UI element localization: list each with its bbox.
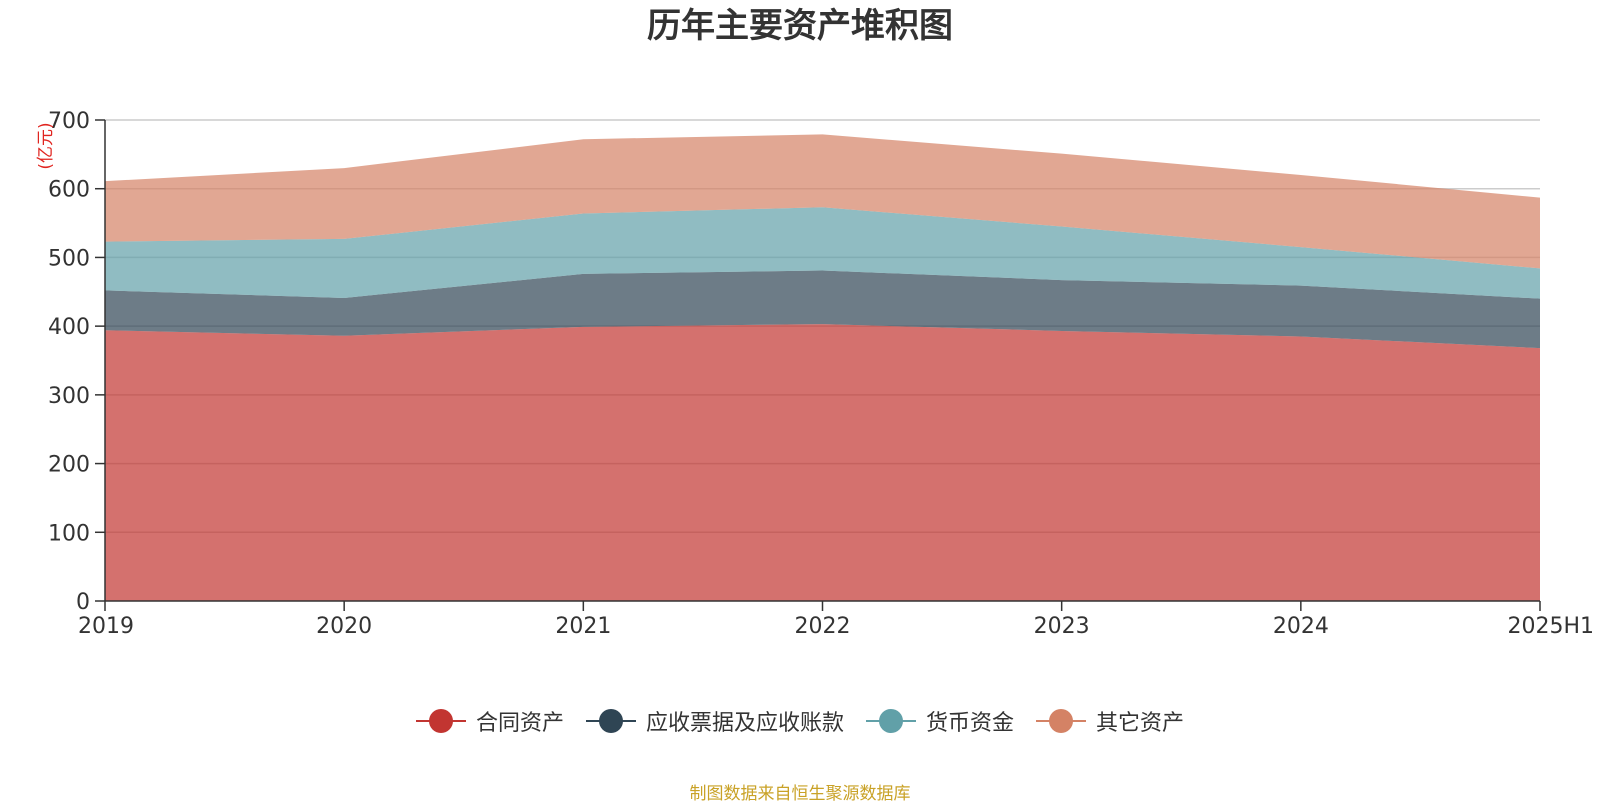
area-series-3 — [105, 207, 1540, 299]
y-tick-label: 0 — [76, 590, 90, 615]
area-series-4 — [105, 134, 1540, 269]
legend-label: 应收票据及应收账款 — [645, 711, 844, 736]
legend-item-3[interactable]: 货币资金 — [866, 705, 1014, 737]
legend-label: 合同资产 — [475, 711, 564, 736]
y-tick-label: 300 — [48, 384, 90, 409]
legend-item-4[interactable]: 其它资产 — [1036, 705, 1184, 737]
x-tick-label: 2019 — [78, 614, 134, 639]
legend-marker — [866, 708, 916, 734]
x-tick-label: 2020 — [316, 614, 372, 639]
x-tick-label: 2025H1 — [1507, 614, 1594, 639]
area-series-1 — [105, 324, 1540, 601]
x-tick-label: 2022 — [795, 614, 851, 639]
area-series-2 — [105, 270, 1540, 349]
legend-marker — [1036, 708, 1087, 734]
legend-marker — [585, 708, 636, 734]
legend-item-1[interactable]: 合同资产 — [415, 705, 564, 737]
y-tick-label: 500 — [48, 246, 90, 271]
legend-label: 货币资金 — [926, 711, 1015, 736]
y-tick-label: 100 — [48, 521, 90, 546]
x-tick-label: 2023 — [1034, 614, 1090, 639]
x-tick-label: 2021 — [555, 614, 611, 639]
y-tick-label: 600 — [48, 178, 90, 203]
source-note: 制图数据来自恒生聚源数据库 — [689, 784, 911, 804]
x-tick-label: 2024 — [1273, 614, 1329, 639]
y-tick-label: 200 — [48, 453, 90, 478]
legend-marker — [415, 708, 466, 734]
legend-item-2[interactable]: 应收票据及应收账款 — [585, 705, 844, 737]
legend: 合同资产 应收票据及应收账款 货币资金 其它资产 — [0, 705, 1600, 737]
y-tick-label: 700 — [48, 109, 90, 134]
y-tick-label: 400 — [48, 315, 90, 340]
y-axis-label: (亿元) — [36, 122, 56, 169]
chart-title: 历年主要资产堆积图 — [647, 6, 953, 46]
legend-label: 其它资产 — [1096, 711, 1185, 736]
